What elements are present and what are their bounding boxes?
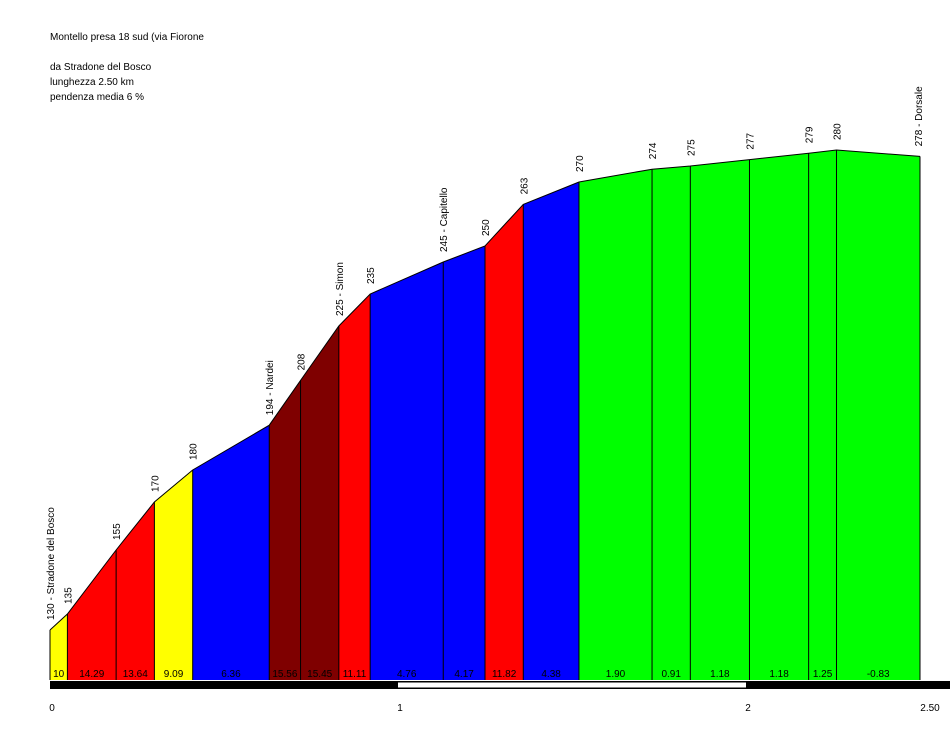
profile-segment [523,182,579,680]
profile-segment [192,425,270,680]
profile-outline [49,149,921,631]
start-location: da Stradone del Bosco [50,62,152,73]
profile-segment [749,153,809,680]
profile-segment [652,166,691,680]
gradient-label: 10 [53,669,65,680]
altitude-label: 275 [686,139,697,156]
x-tick-label: 0 [49,703,55,714]
gradient-label: 1.18 [769,669,789,680]
altitude-label: 245 - Capitello [439,187,450,252]
altitude-label: 225 - Simon [335,262,346,316]
altitude-label: 250 [481,219,492,236]
altitude-label: 180 [189,443,200,460]
profile-segment [67,550,117,680]
altitude-label: 279 [805,126,816,143]
profile-segment [690,159,750,681]
climb-length: lunghezza 2.50 km [50,77,134,88]
gradient-label: 13.64 [123,669,148,680]
profile-segment [300,326,339,680]
altitude-label: 263 [519,177,530,194]
gradient-label: 6.36 [221,669,241,680]
x-tick-label: 2 [745,703,751,714]
gradient-label: 4.76 [397,669,417,680]
altitude-label: 194 - Nardei [265,360,276,415]
gradient-label: 11.11 [343,669,367,680]
average-gradient: pendenza media 6 % [50,92,144,103]
gradient-label: 14.29 [79,669,104,680]
profile-segment [50,614,68,680]
altitude-label: 274 [648,142,659,159]
altitude-label: 270 [575,155,586,172]
gradient-label: 9.09 [164,669,184,680]
chart-header: Montello presa 18 sud (via Fiorone da St… [50,30,204,105]
gradient-label: 15.45 [307,669,332,680]
profile-segment [338,294,371,680]
segment-dividers [49,149,921,680]
gradient-label: -0.83 [867,669,890,680]
x-tick-label: 1 [397,703,403,714]
distance-scale-bar [50,681,950,689]
profile-segment [116,502,155,680]
altitude-labels: 130 - Stradone del Bosco 135 155 170 180 194 … [46,86,925,620]
gradient-label: 1.90 [606,669,626,680]
gradient-label: 1.18 [710,669,730,680]
x-tick-labels: 0 1 2 2.50 [49,703,940,714]
profile-segment [370,262,444,680]
chart-title: Montello presa 18 sud (via Fiorone [50,32,204,43]
profile-segment [836,150,920,680]
gradient-label: 11.82 [492,669,517,680]
x-tick-label: 2.50 [920,703,940,714]
gradient-label: 15.56 [272,669,297,680]
scale-bar-block [398,682,746,688]
profile-segment [443,246,485,680]
profile-segment [269,380,301,680]
altitude-label: 235 [366,267,377,284]
altitude-label: 277 [745,132,756,149]
altitude-label: 208 [297,353,308,370]
gradient-label: 0.91 [661,669,681,680]
altitude-label: 130 - Stradone del Bosco [46,507,57,620]
altitude-label: 278 - Dorsale [914,86,925,146]
gradient-label: 4.17 [454,669,474,680]
altitude-label: 280 [832,123,843,140]
gradient-label: 1.25 [813,669,833,680]
profile-segment [485,204,524,680]
segment-fills [50,150,920,681]
altitude-label: 170 [150,475,161,492]
gradient-label: 4.38 [541,669,561,680]
altitude-label: 135 [63,587,74,604]
profile-segment [808,150,837,680]
profile-segment [578,169,653,680]
profile-segment [154,470,193,680]
altitude-label: 155 [112,523,123,540]
gradient-labels: 10 14.29 13.64 9.09 6.36 15.56 15.45 11.11 4.76 4… [53,669,890,680]
